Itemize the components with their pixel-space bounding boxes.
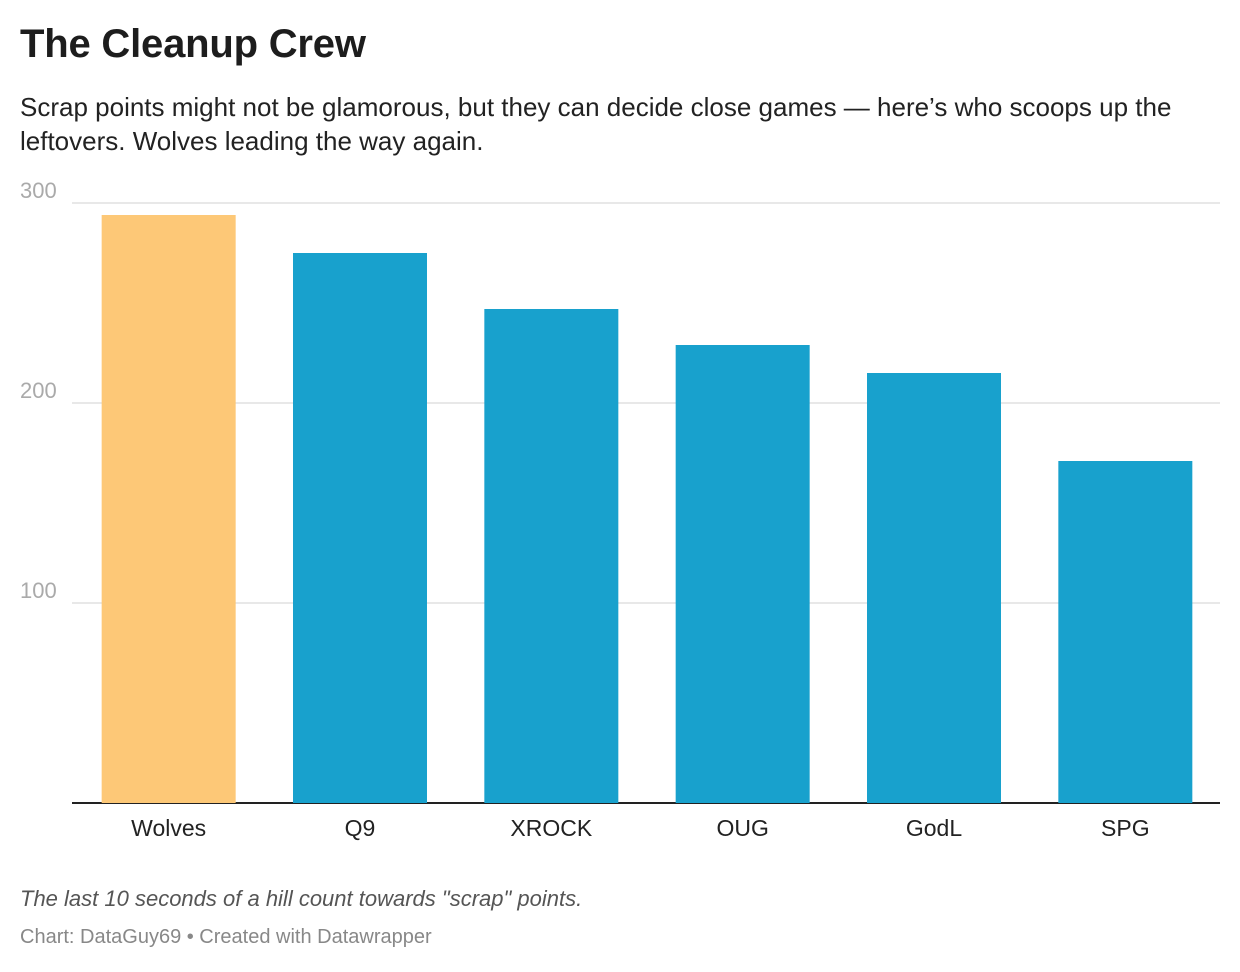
bar-xrock [484, 309, 619, 803]
gridlines [72, 202, 1220, 804]
bar-q9 [293, 253, 427, 803]
bar-oug [675, 345, 810, 803]
chart-subtitle: Scrap points might not be glamorous, but… [20, 92, 1172, 156]
chart-notes: The last 10 seconds of a hill count towa… [20, 886, 583, 911]
x-tick-label: XROCK [510, 815, 592, 841]
y-tick-label: 300 [20, 180, 57, 203]
x-tick-label: OUG [716, 815, 768, 841]
bar-spg [1058, 461, 1193, 803]
bars [101, 215, 1193, 803]
x-tick-label: Q9 [345, 815, 376, 841]
bar-chart: 100 200 300 Wolves Q9 XROCK OUG GodL SPG [20, 180, 1220, 841]
x-tick-label: SPG [1101, 815, 1150, 841]
x-tick-label: Wolves [131, 815, 206, 841]
chart-title: The Cleanup Crew [20, 22, 366, 66]
y-tick-label: 200 [20, 378, 57, 403]
bar-godl [867, 373, 1001, 803]
axis-labels: 100 200 300 Wolves Q9 XROCK OUG GodL SPG [20, 180, 1150, 841]
y-tick-label: 100 [20, 578, 57, 603]
bar-wolves [101, 215, 236, 803]
x-tick-label: GodL [906, 815, 962, 841]
chart-source: Chart: DataGuy69 • Created with Datawrap… [20, 926, 432, 948]
